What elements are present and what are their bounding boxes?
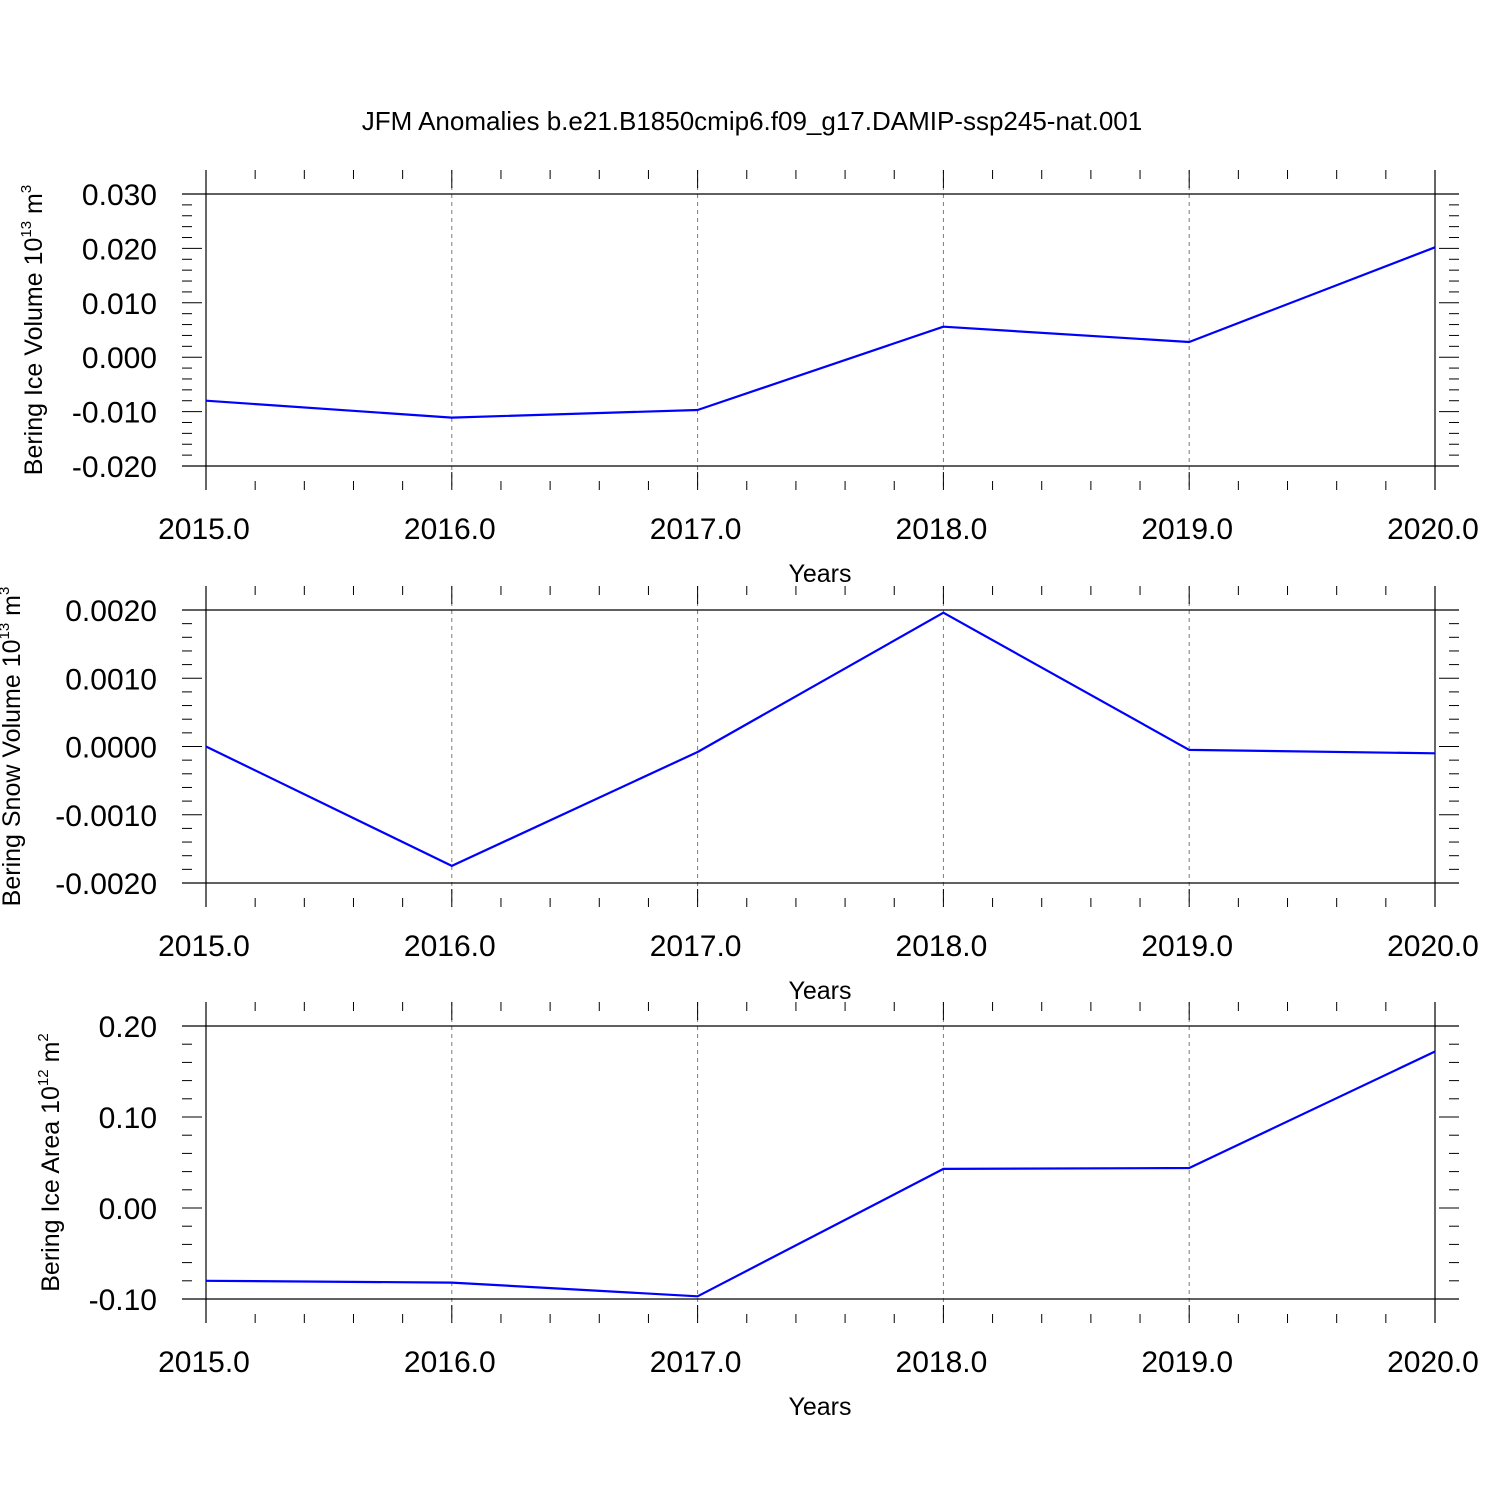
x-tick-label: 2018.0	[896, 513, 988, 546]
x-tick-label: 2017.0	[650, 930, 742, 963]
x-tick-label: 2015.0	[158, 513, 250, 546]
x-tick-label: 2016.0	[404, 1346, 496, 1379]
y-axis-title-text: Bering Ice Volume 10	[20, 238, 48, 476]
x-tick-label: 2018.0	[896, 930, 988, 963]
y-tick-label: -0.0010	[55, 800, 157, 833]
y-axis-title-exponent: 13	[18, 221, 35, 238]
y-axis-title-exponent: 13	[0, 623, 13, 640]
x-tick-label: 2016.0	[404, 513, 496, 546]
x-tick-label: 2015.0	[158, 1346, 250, 1379]
y-tick-label: 0.0000	[65, 732, 157, 765]
y-tick-label: 0.20	[99, 1011, 157, 1044]
y-axis-title: Bering Snow Volume 1013 m3	[0, 587, 26, 907]
y-axis-title: Bering Ice Volume 1013 m3	[18, 185, 48, 475]
x-tick-label: 2017.0	[650, 513, 742, 546]
y-axis-title-unit-exponent: 2	[35, 1033, 52, 1041]
y-axis-title-unit: m	[0, 595, 26, 623]
chart-panel-2: -0.0020 -0.0010 0.0000 0.0010 0.0020 2015.0 20…	[0, 586, 1479, 1005]
y-axis-title-text: Bering Snow Volume 10	[0, 639, 26, 906]
y-tick-label: 0.0020	[65, 595, 157, 628]
y-axis-title: Bering Ice Area 1012 m2	[35, 1033, 65, 1292]
y-tick-label: 0.000	[82, 342, 157, 375]
y-tick-label: 0.10	[99, 1102, 157, 1135]
y-axis-title-text: Bering Ice Area 10	[37, 1086, 65, 1292]
x-tick-label: 2016.0	[404, 930, 496, 963]
data-series-line-1	[205, 1050, 1436, 1298]
y-tick-label: 0.010	[82, 288, 157, 321]
y-tick-label: 0.00	[99, 1193, 157, 1226]
y-tick-label: 0.020	[82, 233, 157, 266]
x-tick-label: 2019.0	[1141, 1346, 1233, 1379]
x-axis-title: Years	[788, 560, 851, 588]
y-tick-label: -0.10	[89, 1284, 157, 1317]
x-tick-label: 2020.0	[1387, 513, 1479, 546]
y-axis-title-unit-exponent: 3	[0, 587, 13, 595]
y-tick-label: 0.0010	[65, 663, 157, 696]
x-tick-label: 2019.0	[1141, 513, 1233, 546]
chart-panel-3: -0.10 0.00 0.10 0.20 2015.0 2016.0 2017.0 2018.…	[35, 1002, 1479, 1421]
x-tick-label: 2018.0	[896, 1346, 988, 1379]
x-tick-label: 2020.0	[1387, 930, 1479, 963]
x-tick-label: 2017.0	[650, 1346, 742, 1379]
x-tick-label: 2019.0	[1141, 930, 1233, 963]
data-series-line-1	[205, 246, 1436, 419]
y-axis-title-unit-exponent: 3	[18, 185, 35, 193]
y-axis-title-exponent: 12	[35, 1069, 52, 1086]
y-tick-label: -0.0020	[55, 868, 157, 901]
y-axis-title-unit: m	[37, 1042, 65, 1070]
chart-panel-1: -0.020 -0.010 0.000 0.010 0.020 0.030 2015.0 20…	[18, 170, 1479, 588]
y-tick-label: -0.010	[72, 397, 157, 430]
y-axis-title-unit: m	[20, 193, 48, 221]
x-axis-title: Years	[788, 977, 851, 1005]
y-tick-label: 0.030	[82, 179, 157, 212]
x-axis-title: Years	[788, 1393, 851, 1421]
figure-title: JFM Anomalies b.e21.B1850cmip6.f09_g17.D…	[362, 106, 1142, 136]
x-tick-label: 2020.0	[1387, 1346, 1479, 1379]
y-tick-label: -0.020	[72, 451, 157, 484]
data-series-line-1	[205, 611, 1436, 868]
x-tick-label: 2015.0	[158, 930, 250, 963]
